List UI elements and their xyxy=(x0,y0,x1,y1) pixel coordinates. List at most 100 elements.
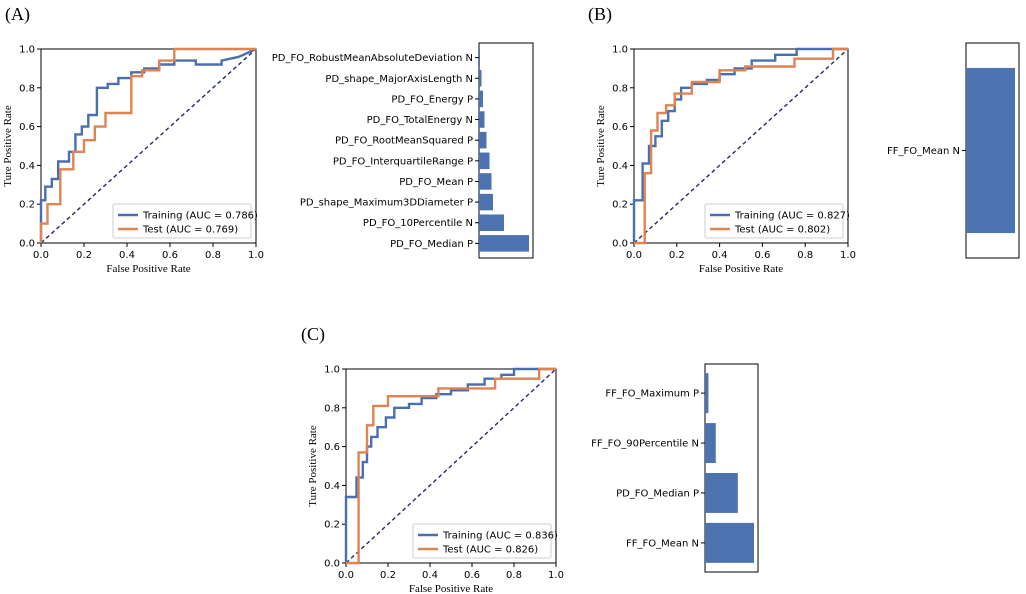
x-tick-label: 0.4 xyxy=(422,570,438,581)
x-axis-label: False Positive Rate xyxy=(106,263,190,275)
category-label: PD_shape_MajorAxisLength N xyxy=(325,74,473,85)
x-tick-label: 1.0 xyxy=(840,250,856,261)
x-tick-label: 0.2 xyxy=(76,250,92,261)
roc-curve-training xyxy=(632,47,848,243)
y-tick-label: 0.2 xyxy=(19,200,35,211)
y-tick-label: 0.8 xyxy=(612,83,628,94)
y-tick-label: 0.4 xyxy=(612,161,628,172)
y-tick-label: 0.6 xyxy=(19,122,35,133)
legend-label: Training (AUC = 0.836) xyxy=(442,531,558,542)
importance-bar xyxy=(966,67,1015,234)
x-axis-label: False Positive Rate xyxy=(699,263,783,275)
x-tick-label: 0.0 xyxy=(626,250,642,261)
y-tick-label: 0.4 xyxy=(19,161,35,172)
category-label: PD_FO_Median P xyxy=(390,239,473,250)
importance-bar xyxy=(479,90,483,108)
legend-label: Test (AUC = 0.826) xyxy=(442,545,538,556)
y-tick-label: 0.2 xyxy=(612,200,628,211)
importance-bar xyxy=(479,152,490,170)
importance-bar xyxy=(705,423,716,464)
category-label: PD_FO_RobustMeanAbsoluteDeviation N xyxy=(272,53,473,64)
y-tick-label: 0.0 xyxy=(19,239,35,250)
bar-plot-a: PD_FO_RobustMeanAbsoluteDeviation N PD_sh… xyxy=(272,42,534,259)
roc-plot-a: 0.0 0.2 0.4 0.6 0.8 1.0 0.0 0.2 0.4 0.6 0.8 1.0 Fals… xyxy=(2,45,264,276)
y-tick-label: 0.6 xyxy=(324,442,340,453)
roc-plot-c: 0.0 0.2 0.4 0.6 0.8 1.0 0.0 0.2 0.4 0.6 0.8 1.0 Fals… xyxy=(307,365,564,594)
legend-label: Training (AUC = 0.786) xyxy=(142,211,258,222)
x-tick-label: 0.6 xyxy=(464,570,480,581)
x-tick-label: 0.4 xyxy=(712,250,728,261)
bar-plot-c: FF_FO_Maximum P FF_FO_90Percentile N PD_FO… xyxy=(591,363,759,573)
x-tick-label: 0.6 xyxy=(162,250,178,261)
y-tick-label: 0.2 xyxy=(324,520,340,531)
y-tick-label: 1.0 xyxy=(19,45,35,56)
panel-label-a: (A) xyxy=(5,4,30,25)
x-tick-label: 0.6 xyxy=(754,250,770,261)
category-label: PD_FO_TotalEnergy N xyxy=(367,115,473,126)
roc-plot-b: 0.0 0.2 0.4 0.6 0.8 1.0 0.0 0.2 0.4 0.6 0.8 1.0 Fals… xyxy=(595,45,856,276)
importance-bar xyxy=(479,49,480,66)
y-tick-label: 0.0 xyxy=(324,559,340,570)
x-tick-label: 1.0 xyxy=(548,570,564,581)
y-axis-label: Ture Positive Rate xyxy=(2,105,14,187)
category-label: FF_FO_90Percentile N xyxy=(591,439,699,450)
bar-plot-b: FF_FO_Mean N xyxy=(887,42,1020,259)
y-tick-label: 0.0 xyxy=(612,239,628,250)
importance-bar xyxy=(705,373,709,414)
x-tick-label: 0.8 xyxy=(797,250,813,261)
x-tick-label: 0.0 xyxy=(33,250,49,261)
panel-label-b: (B) xyxy=(588,4,612,25)
importance-bar xyxy=(479,193,493,211)
x-tick-label: 0.8 xyxy=(506,570,522,581)
y-tick-label: 0.4 xyxy=(324,481,340,492)
y-tick-label: 1.0 xyxy=(324,365,340,376)
y-tick-label: 0.8 xyxy=(324,403,340,414)
category-label: PD_FO_Energy P xyxy=(391,94,473,105)
y-axis-label: Ture Positive Rate xyxy=(307,425,319,507)
category-label: PD_FO_InterquartileRange P xyxy=(333,156,473,167)
importance-bar xyxy=(705,522,754,563)
chance-line xyxy=(633,48,849,244)
importance-bar xyxy=(705,472,738,513)
legend-box xyxy=(112,203,252,239)
legend-label: Training (AUC = 0.827) xyxy=(734,211,850,222)
x-tick-label: 0.0 xyxy=(338,570,354,581)
x-tick-label: 1.0 xyxy=(248,250,264,261)
legend-box xyxy=(412,523,552,559)
roc-curve-test xyxy=(634,47,848,245)
importance-bar xyxy=(479,111,485,128)
category-label: PD_shape_Maximum3DDiameter P xyxy=(300,198,473,209)
y-tick-label: 1.0 xyxy=(612,45,628,56)
importance-bar xyxy=(479,235,529,252)
category-label: FF_FO_Mean N xyxy=(887,146,960,157)
bar-frame xyxy=(478,42,534,259)
roc-curve-test xyxy=(39,47,256,243)
importance-bar xyxy=(479,70,482,87)
category-label: PD_FO_10Percentile N xyxy=(363,218,473,229)
plot-frame xyxy=(345,368,557,564)
plot-frame xyxy=(40,48,257,244)
category-label: FF_FO_Mean N xyxy=(626,538,699,549)
bar-frame xyxy=(704,363,759,573)
roc-curve-test xyxy=(346,367,556,565)
legend-label: Test (AUC = 0.769) xyxy=(142,225,238,236)
x-tick-label: 0.2 xyxy=(380,570,396,581)
plot-frame xyxy=(633,48,849,244)
y-tick-label: 0.8 xyxy=(19,83,35,94)
category-label: PD_FO_Mean P xyxy=(399,177,473,188)
chance-line xyxy=(40,48,257,244)
x-tick-label: 0.2 xyxy=(669,250,685,261)
x-tick-label: 0.8 xyxy=(205,250,221,261)
importance-bar xyxy=(479,173,492,190)
category-label: FF_FO_Maximum P xyxy=(605,389,699,400)
roc-curve-training xyxy=(344,367,556,563)
category-label: PD_FO_Median P xyxy=(616,488,699,499)
category-label: PD_FO_RootMeanSquared P xyxy=(335,136,473,147)
legend-box xyxy=(704,203,844,239)
importance-bar xyxy=(479,214,504,231)
x-axis-label: False Positive Rate xyxy=(409,583,493,594)
y-tick-label: 0.6 xyxy=(612,122,628,133)
panel-label-c: (C) xyxy=(301,324,325,345)
x-tick-label: 0.4 xyxy=(119,250,135,261)
